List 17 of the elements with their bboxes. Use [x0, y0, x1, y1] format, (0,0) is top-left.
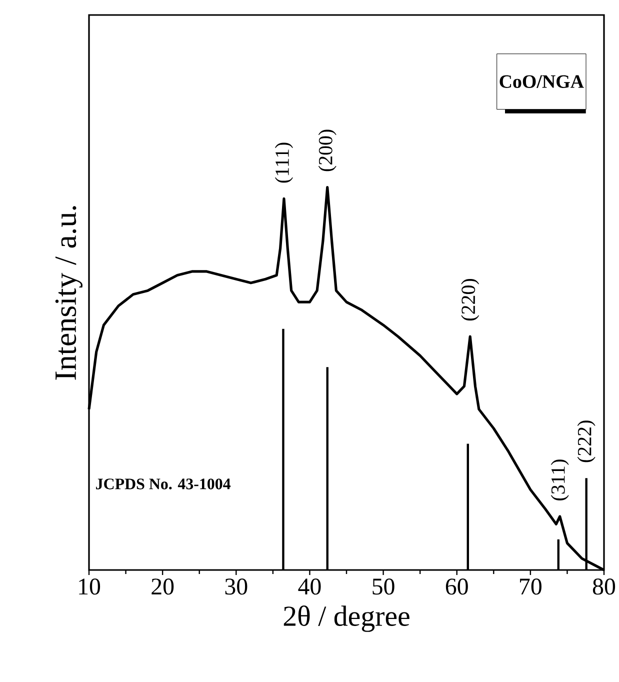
annotation: (311) [550, 460, 569, 500]
y-axis-title: Intensity / a.u. [55, 206, 82, 380]
x-tick-label: 40 [298, 578, 321, 595]
annotation: (220) [461, 279, 480, 320]
x-tick-label: 20 [152, 578, 174, 595]
annotation: (222) [577, 420, 596, 462]
annotation: JCPDS No. 43-1004 [96, 478, 231, 490]
x-tick-label: 50 [372, 578, 394, 595]
x-tick-label: 70 [520, 578, 542, 595]
text: CoO/NGA [500, 75, 584, 88]
x-tick-label: 60 [446, 578, 468, 595]
x-tick-label: 30 [225, 578, 248, 595]
x-axis-title: 2θ / degree [284, 605, 410, 632]
annotation: (111) [274, 142, 293, 183]
x-tick-label: 80 [592, 578, 616, 595]
annotation: (200) [318, 130, 336, 172]
x-tick-label: 10 [79, 578, 100, 595]
